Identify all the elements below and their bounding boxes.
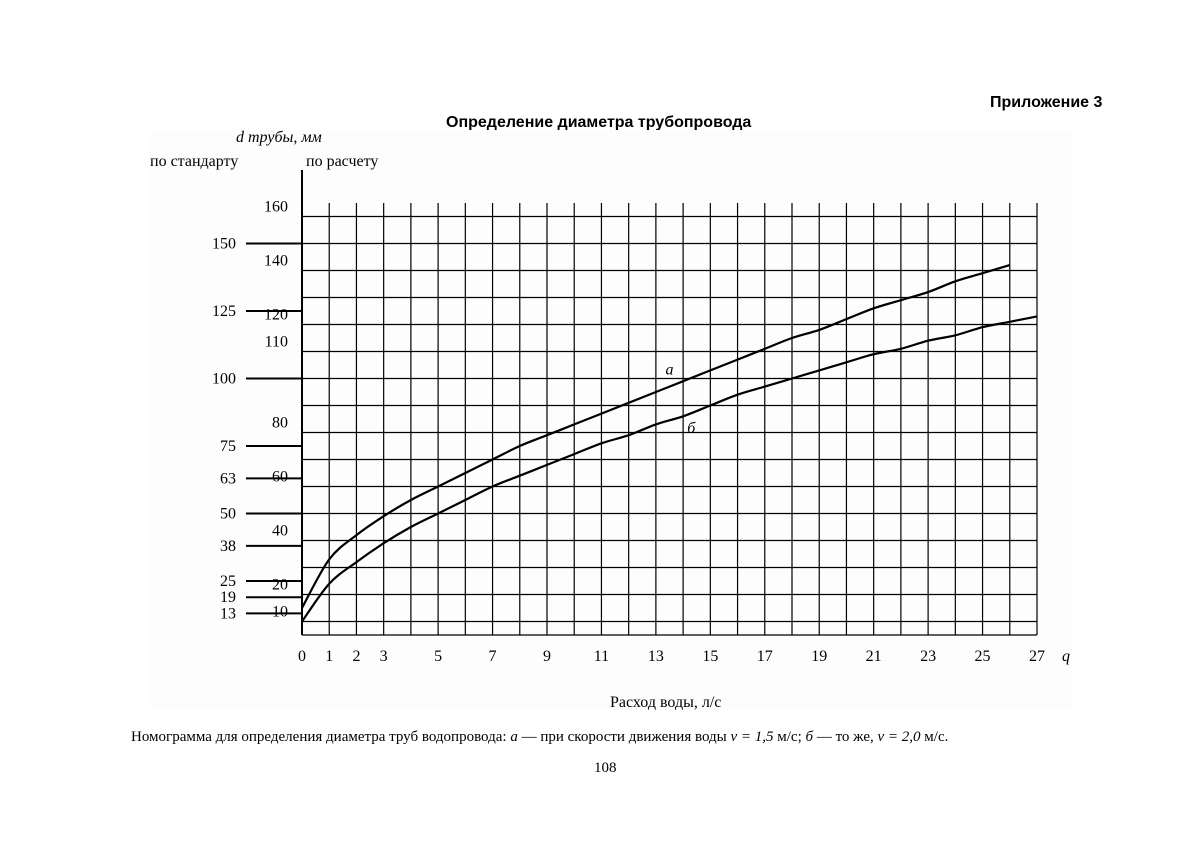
figure-caption: Номограмма для определения диаметра труб… — [131, 729, 948, 746]
caption-b-unit: м/с. — [921, 729, 949, 745]
x-axis-symbol: q — [1062, 648, 1070, 665]
standard-tick-label: 100 — [212, 371, 236, 388]
caption-b-text: — то же, — [813, 729, 877, 745]
standard-tick-label: 150 — [212, 236, 236, 253]
calc-tick-label: 80 — [272, 415, 288, 432]
caption-a-letter: а — [510, 729, 518, 745]
x-tick-label: 5 — [434, 648, 442, 665]
x-tick-label: 0 — [298, 648, 306, 665]
calc-tick-label: 160 — [264, 199, 288, 216]
grid — [302, 203, 1037, 635]
x-tick-label: 19 — [811, 648, 827, 665]
x-tick-label: 17 — [757, 648, 773, 665]
caption-b-velocity: v = 2,0 — [878, 729, 921, 745]
standard-tick-label: 38 — [220, 538, 236, 555]
y-axis-calc-label: по расчету — [306, 153, 378, 170]
caption-a-velocity: v = 1,5 — [730, 729, 773, 745]
x-tick-label: 27 — [1029, 648, 1045, 665]
x-tick-label: 2 — [352, 648, 360, 665]
x-tick-label: 7 — [489, 648, 497, 665]
x-tick-label: 23 — [920, 648, 936, 665]
y-axis-main-label-text: d трубы, мм — [236, 129, 322, 146]
x-axis-label: Расход воды, л/с — [610, 694, 721, 711]
calc-tick-label: 20 — [272, 577, 288, 594]
calc-tick-label: 140 — [264, 253, 288, 270]
x-tick-label: 1 — [325, 648, 333, 665]
standard-tick-label: 13 — [220, 605, 236, 622]
standard-tick-label: 19 — [220, 589, 236, 606]
caption-b-letter: б — [806, 729, 814, 745]
page-number: 108 — [594, 760, 617, 777]
x-tick-label: 25 — [975, 648, 991, 665]
x-tick-label: 3 — [380, 648, 388, 665]
series-label-a: а — [666, 362, 674, 379]
standard-tick-label: 25 — [220, 573, 236, 590]
standard-tick-label: 50 — [220, 506, 236, 523]
calc-tick-label: 40 — [272, 523, 288, 540]
caption-a-text: — при скорости движения воды — [518, 729, 731, 745]
standard-diameter-scale: 131925 38 50 63 75 100 125 150 — [212, 236, 302, 623]
calc-diameter-scale: 10 20 40 60 80 110 120 140 160 — [264, 199, 288, 621]
standard-tick-label: 63 — [220, 470, 236, 487]
calc-tick-label: 120 — [264, 307, 288, 324]
x-axis-ticks: 0123579111315171921232527 — [298, 648, 1045, 665]
x-tick-label: 9 — [543, 648, 551, 665]
standard-tick-label: 75 — [220, 438, 236, 455]
x-tick-label: 11 — [594, 648, 609, 665]
standard-tick-label: 125 — [212, 303, 236, 320]
y-axis-standard-label: по стандарту — [150, 153, 238, 170]
caption-a-unit: м/с; — [774, 729, 806, 745]
calc-tick-label: 10 — [272, 604, 288, 621]
x-tick-label: 21 — [866, 648, 882, 665]
calc-tick-label: 60 — [272, 469, 288, 486]
caption-prefix: Номограмма для определения диаметра труб… — [131, 729, 510, 745]
y-axis-main-label: d трубы, мм — [236, 129, 322, 146]
series-label-b: б — [687, 420, 696, 437]
calc-tick-label: 110 — [265, 334, 288, 351]
x-tick-label: 15 — [702, 648, 718, 665]
x-tick-label: 13 — [648, 648, 664, 665]
